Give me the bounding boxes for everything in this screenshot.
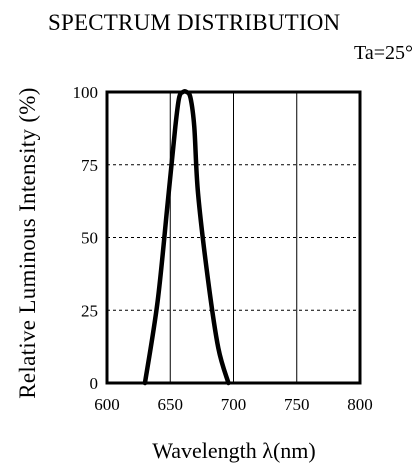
- y-tick-label: 100: [73, 83, 99, 102]
- plot-frame: [105, 90, 362, 385]
- spectrum-curve: [142, 89, 231, 386]
- x-tick-labels: 600 650 700 750 800: [94, 395, 373, 414]
- y-tick-label: 50: [81, 229, 98, 248]
- y-tick-labels: 0 25 50 75 100: [73, 83, 99, 393]
- grid-lines: [107, 92, 360, 383]
- x-axis-label: Wavelength λ(nm): [152, 438, 316, 463]
- chart-title: SPECTRUM DISTRIBUTION: [48, 10, 341, 35]
- series-group: [142, 89, 231, 386]
- x-tick-label: 650: [158, 395, 184, 414]
- x-tick-label: 600: [94, 395, 120, 414]
- x-tick-label: 800: [347, 395, 373, 414]
- x-tick-label: 750: [284, 395, 310, 414]
- temperature-condition: Ta=25°: [354, 42, 413, 64]
- y-tick-label: 0: [90, 374, 99, 393]
- y-tick-label: 25: [81, 301, 98, 320]
- x-tick-label: 700: [221, 395, 247, 414]
- y-tick-label: 75: [81, 156, 98, 175]
